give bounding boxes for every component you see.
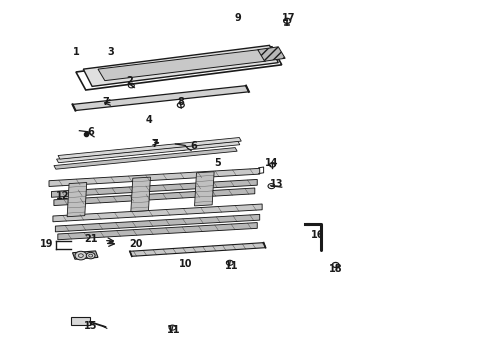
Circle shape — [86, 252, 95, 259]
Text: 5: 5 — [215, 158, 221, 168]
Polygon shape — [51, 179, 257, 197]
Text: 19: 19 — [40, 239, 53, 249]
Text: 6: 6 — [87, 127, 94, 138]
Polygon shape — [67, 183, 87, 217]
Polygon shape — [73, 86, 249, 111]
Polygon shape — [130, 243, 266, 256]
Text: 10: 10 — [178, 258, 192, 269]
Text: 13: 13 — [270, 179, 284, 189]
Polygon shape — [195, 172, 214, 206]
Polygon shape — [53, 204, 262, 222]
Polygon shape — [58, 222, 257, 240]
Text: 4: 4 — [146, 114, 153, 125]
Polygon shape — [258, 47, 285, 61]
Polygon shape — [73, 251, 98, 259]
Polygon shape — [55, 214, 260, 232]
Text: 1: 1 — [73, 47, 79, 57]
Text: 15: 15 — [84, 321, 98, 331]
Text: 18: 18 — [329, 264, 343, 274]
Text: 9: 9 — [234, 13, 241, 23]
Polygon shape — [54, 148, 237, 169]
Polygon shape — [58, 138, 241, 159]
Polygon shape — [56, 141, 240, 163]
Text: 20: 20 — [129, 239, 143, 249]
Text: 21: 21 — [84, 234, 98, 244]
Text: 11: 11 — [167, 325, 181, 336]
Bar — [71, 317, 90, 325]
Polygon shape — [49, 168, 260, 186]
Text: 14: 14 — [265, 158, 279, 168]
Polygon shape — [131, 177, 150, 212]
Polygon shape — [83, 45, 278, 86]
Text: 17: 17 — [282, 13, 296, 23]
Text: 2: 2 — [126, 76, 133, 86]
Text: 8: 8 — [178, 96, 185, 107]
Text: 6: 6 — [190, 141, 197, 151]
Text: 7: 7 — [102, 96, 109, 107]
Text: 3: 3 — [107, 47, 114, 57]
Polygon shape — [98, 50, 266, 81]
Text: 12: 12 — [56, 191, 70, 201]
Text: 11: 11 — [224, 261, 238, 271]
Polygon shape — [54, 188, 255, 206]
Text: 7: 7 — [151, 139, 158, 149]
Circle shape — [75, 251, 87, 260]
Text: 16: 16 — [311, 230, 324, 240]
